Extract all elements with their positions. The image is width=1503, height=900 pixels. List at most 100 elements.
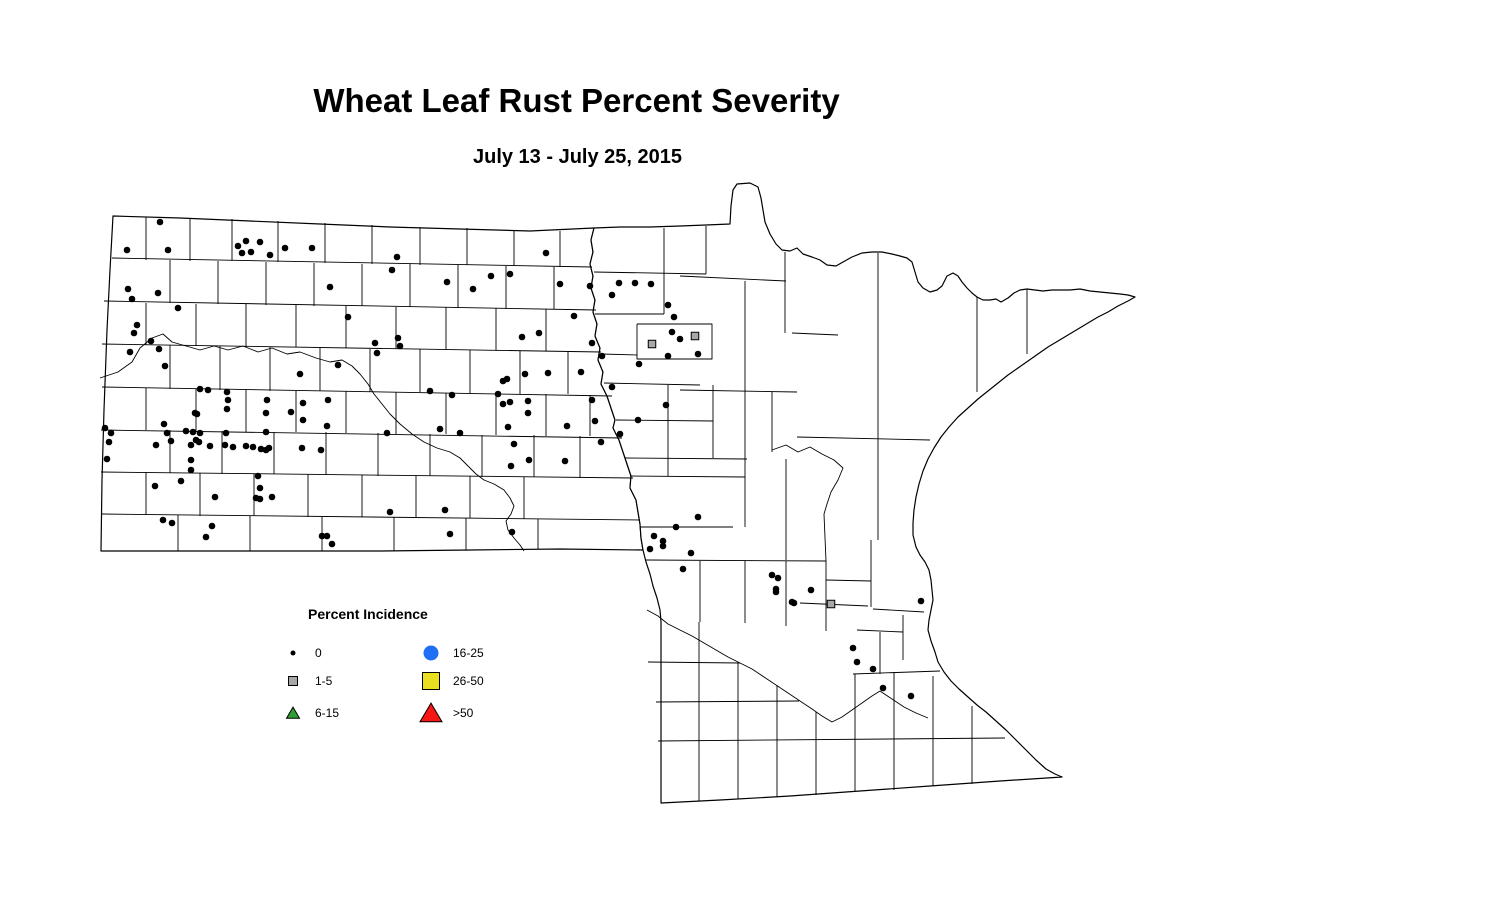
map-point-0 [907, 692, 915, 700]
map-point-0 [263, 396, 271, 404]
map-point-0 [308, 244, 316, 252]
map-point-0 [524, 397, 532, 405]
map-point-0 [441, 506, 449, 514]
map-point-0 [266, 251, 274, 259]
map-point-0 [318, 532, 326, 540]
map-point-0 [238, 249, 246, 257]
legend-item: 16-25 [418, 642, 484, 664]
legend-symbol-shape [285, 706, 301, 719]
map-point-0 [388, 266, 396, 274]
map-point-0 [443, 278, 451, 286]
map-point-0 [616, 430, 624, 438]
map-point-0 [647, 280, 655, 288]
legend-item: 6-15 [280, 702, 339, 724]
county-line [600, 353, 638, 356]
county-line [852, 670, 941, 675]
county-line [771, 444, 844, 515]
map-point-0 [262, 409, 270, 417]
map-point-0 [448, 391, 456, 399]
map-point-0 [556, 280, 564, 288]
map-point-1-5 [826, 599, 836, 609]
map-point-0 [317, 446, 325, 454]
map-point-0 [154, 289, 162, 297]
county-line [615, 419, 714, 422]
map-point-0 [262, 428, 270, 436]
map-point-0 [234, 242, 242, 250]
map-point-0 [151, 482, 159, 490]
legend-symbol-triangle-icon [418, 702, 444, 724]
map-point-0 [326, 283, 334, 291]
map-point-0 [160, 420, 168, 428]
map-point-0 [128, 295, 136, 303]
county-line [825, 579, 872, 582]
legend-symbol-square-icon [280, 670, 306, 692]
map-point-0 [631, 279, 639, 287]
map-point-0 [436, 425, 444, 433]
county-line [647, 661, 741, 664]
map-point-0 [790, 599, 798, 607]
map-point-0 [287, 408, 295, 416]
map-point-0 [281, 244, 289, 252]
map-point-0 [130, 329, 138, 337]
map-point-0 [247, 248, 255, 256]
legend: Percent Incidence 0 1-5 6-15 16-25 26-50 >50 [278, 598, 538, 738]
county-line [99, 333, 525, 552]
map-point-0 [223, 405, 231, 413]
legend-symbol-dot-icon [280, 642, 306, 664]
map-point-0 [504, 423, 512, 431]
county-line [593, 271, 707, 275]
map-point-0 [242, 237, 250, 245]
map-point-0 [807, 586, 815, 594]
map-point-0 [694, 513, 702, 521]
map-point-0 [668, 328, 676, 336]
map-point-0 [265, 444, 273, 452]
map-point-0 [223, 388, 231, 396]
legend-item: >50 [418, 702, 473, 724]
map-point-1-5 [690, 331, 700, 341]
map-point-0 [506, 270, 514, 278]
map-point-0 [254, 472, 262, 480]
map-point-0 [323, 422, 331, 430]
map-point-0 [344, 313, 352, 321]
map-point-0 [103, 455, 111, 463]
map-point-0 [396, 342, 404, 350]
map-point-0 [211, 493, 219, 501]
legend-symbol-triangle-icon [280, 702, 306, 724]
map-point-0 [591, 417, 599, 425]
map-point-0 [187, 456, 195, 464]
map-point-0 [494, 390, 502, 398]
map-point-0 [371, 339, 379, 347]
map-point-0 [174, 304, 182, 312]
county-line [101, 386, 613, 397]
county-line [624, 457, 748, 460]
county-line [879, 690, 929, 719]
map-point-0 [394, 334, 402, 342]
map-point-0 [222, 429, 230, 437]
map-point-0 [123, 246, 131, 254]
county-line [629, 475, 746, 478]
map-point-0 [772, 588, 780, 596]
map-point-0 [879, 684, 887, 692]
map-point-0 [659, 537, 667, 545]
map-point-0 [544, 369, 552, 377]
legend-label: 0 [315, 646, 322, 660]
county-line [103, 300, 597, 311]
map-point-0 [196, 385, 204, 393]
map-point-0 [608, 383, 616, 391]
page-title: Wheat Leaf Rust Percent Severity [313, 82, 840, 119]
county-line [657, 737, 1006, 742]
county-line [636, 323, 713, 360]
map-point-0 [676, 335, 684, 343]
map-point-0 [193, 410, 201, 418]
map-point-0 [662, 401, 670, 409]
map-point-0 [323, 532, 331, 540]
map-point-0 [535, 329, 543, 337]
map-point-0 [577, 368, 585, 376]
map-point-0 [187, 441, 195, 449]
map-point-0 [635, 360, 643, 368]
map-point-0 [256, 238, 264, 246]
map-point-0 [570, 312, 578, 320]
map-point-1-5 [647, 339, 657, 349]
